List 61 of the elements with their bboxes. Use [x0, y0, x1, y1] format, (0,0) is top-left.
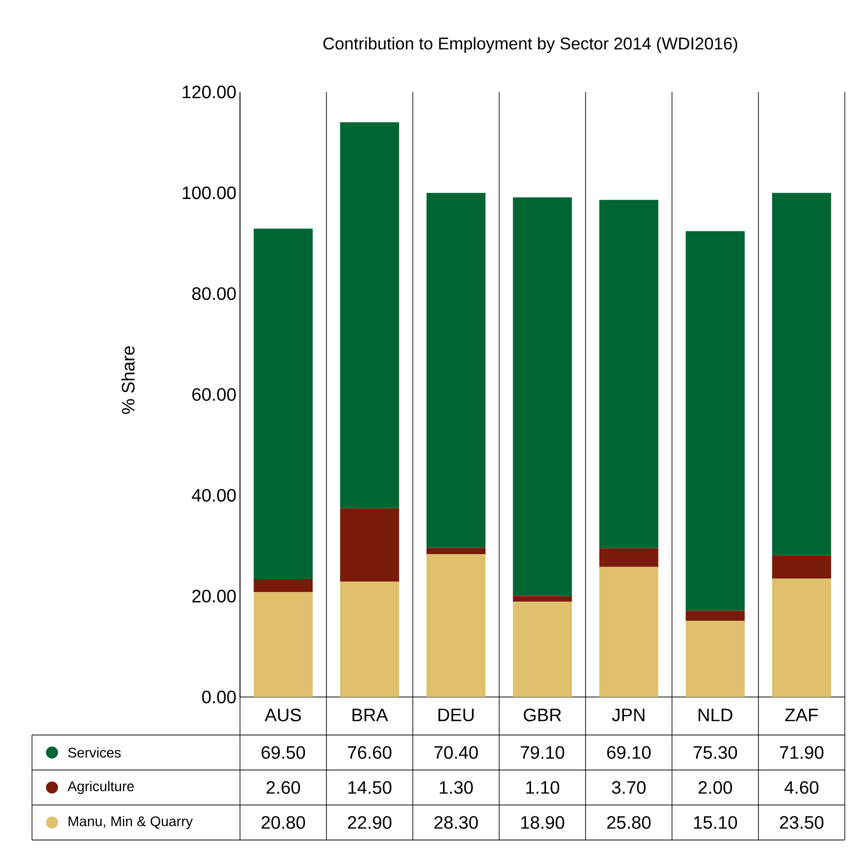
bar: [772, 192, 832, 556]
data-label: 71.90: [780, 746, 824, 759]
data-label: 1.30: [440, 781, 473, 794]
bar: [772, 555, 832, 579]
y-tick-label: 100.00: [182, 186, 236, 200]
y-tick-label: 40.00: [192, 488, 236, 502]
x-tick-label: AUS: [264, 708, 301, 722]
data-label: 4.60: [784, 781, 818, 794]
data-label: 14.50: [348, 781, 392, 794]
bar: [512, 596, 572, 602]
y-tick-label: 80.00: [192, 287, 236, 300]
data-label: 25.80: [607, 816, 651, 829]
bar: [599, 566, 658, 697]
bar: [340, 582, 400, 697]
data-label: 69.50: [262, 746, 306, 759]
data-label: 69.10: [607, 746, 651, 759]
y-tick-label: 120.00: [182, 86, 236, 98]
x-tick-label: ZAF: [785, 708, 818, 722]
bar: [254, 228, 313, 580]
legend-label: Agriculture: [68, 780, 134, 794]
y-tick-label: 60.00: [192, 388, 236, 401]
bar: [599, 200, 658, 548]
bar: [340, 508, 400, 582]
bar: [254, 579, 313, 592]
x-tick-label: NLD: [698, 708, 732, 722]
x-tick-label: GBR: [524, 708, 562, 722]
bar: [686, 231, 745, 611]
bar: [599, 548, 658, 567]
data-label: 22.90: [348, 816, 392, 829]
data-label: 3.70: [612, 781, 646, 794]
data-label: 18.90: [521, 816, 564, 829]
bar: [686, 610, 745, 621]
y-tick-label: 20.00: [192, 590, 236, 603]
data-label: 2.00: [698, 781, 732, 794]
legend-label: Manu, Min & Quarry: [68, 816, 193, 830]
data-label: 1.10: [526, 781, 560, 794]
x-tick-label: JPN: [612, 708, 644, 722]
bar: [254, 592, 313, 697]
chart-title: Contribution to Employment by Sector 2014 (WDI2016): [323, 37, 738, 53]
bar: [512, 197, 572, 596]
data-label: 70.40: [434, 746, 478, 759]
data-label: 79.10: [520, 746, 564, 759]
bar: [512, 602, 572, 697]
y-axis-title: % Share: [121, 346, 135, 414]
data-label: 15.10: [694, 816, 738, 829]
data-label: 75.30: [694, 746, 738, 759]
bar: [772, 578, 832, 697]
data-label: 20.80: [262, 816, 306, 829]
bar: [426, 548, 486, 554]
legend-label: Services: [68, 747, 121, 758]
bar: [426, 554, 486, 697]
data-label: 76.60: [348, 746, 392, 759]
data-label: 28.30: [434, 816, 478, 829]
y-tick-label: 0.00: [202, 690, 236, 704]
x-tick-label: BRA: [352, 708, 388, 722]
bar: [340, 122, 400, 508]
bar: [426, 192, 486, 548]
bar: [686, 620, 745, 697]
data-label: 23.50: [780, 816, 824, 829]
data-label: 2.60: [266, 781, 300, 794]
x-tick-label: DEU: [438, 708, 474, 722]
